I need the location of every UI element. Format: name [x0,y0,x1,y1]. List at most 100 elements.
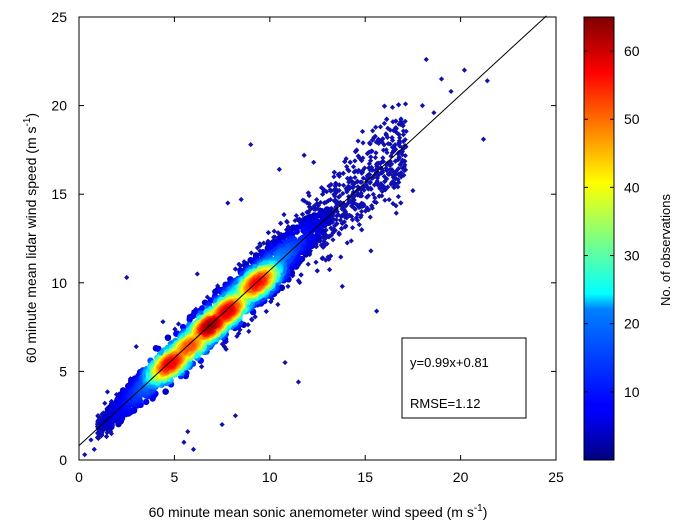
x-tick-label: 10 [262,469,278,485]
scatter-point [340,182,347,188]
scatter-point [359,128,366,135]
scatter-point [313,259,319,265]
scatter-point [379,168,386,174]
scatter-point [390,201,396,207]
y-tick-label: 10 [51,275,67,291]
scatter-point [164,334,172,341]
scatter-point [340,170,346,176]
scatter-point [333,204,339,210]
scatter-point [185,429,191,435]
x-tick-label: 5 [171,469,179,485]
colorbar-gradient [583,16,615,461]
scatter-point [238,196,244,203]
scatter-point [431,110,437,116]
scatter-point [360,140,366,146]
scatter-point [232,413,239,419]
scatter-point [371,134,377,141]
scatter-point [172,326,178,332]
scatter-point [285,283,291,289]
scatter-point [385,171,391,177]
y-tick-label: 15 [51,186,67,202]
scatter-point [326,267,333,273]
scatter-point [384,176,390,182]
scatter-point [402,162,408,168]
scatter-point [301,198,307,204]
scatter-point [104,427,111,434]
scatter-point [351,169,357,175]
scatter-point [204,294,210,300]
scatter-point [332,187,338,193]
scatter-point [371,199,378,205]
scatter-point [356,155,363,161]
scatter-point [301,152,307,158]
colorbar-tick-label: 10 [624,384,640,400]
scatter-point [334,213,340,219]
scatter-point [402,101,409,107]
x-tick-label: 0 [75,469,83,485]
scatter-point [358,212,364,218]
scatter-point [383,165,389,171]
scatter-point [346,168,352,174]
scatter-point [382,187,388,193]
y-axis-label: 60 minute mean lidar wind speed (m s-1) [22,113,39,363]
scatter-point [314,231,321,239]
scatter-point [370,191,376,198]
scatter-point [448,88,454,95]
scatter-point [190,446,197,452]
scatter-point [369,205,375,211]
scatter-point [347,212,353,219]
scatter-point [360,175,366,181]
scatter-point [390,148,397,155]
scatter-point [248,250,254,256]
scatter-point [338,226,345,232]
scatter-point [371,172,378,178]
scatter-point [373,199,379,206]
scatter-point [381,142,387,148]
scatter-point [378,181,384,187]
scatter-point [293,213,299,219]
scatter-point [399,157,406,163]
scatter-point [359,157,365,164]
scatter-point [371,182,378,188]
scatter-point [82,452,88,458]
scatter-point [331,198,337,204]
colorbar-tick-label: 30 [624,248,640,264]
scatter-point [375,136,381,142]
scatter-point [347,159,353,165]
scatter-point [374,178,380,184]
x-tick-label: 15 [357,469,373,485]
scatter-point [333,190,339,196]
scatter-point [389,137,396,143]
colorbar-tick-label: 60 [624,43,640,59]
scatter-point [382,178,388,185]
colorbar-label: No. of observations [658,194,673,307]
scatter-point [395,176,401,183]
scatter-point [396,141,402,147]
scatter-point [88,437,94,443]
scatter-point [265,230,271,236]
scatter-point [261,240,267,246]
scatter-point [133,343,139,350]
scatter-point [403,128,409,134]
scatter-point [379,139,385,145]
scatter-point [367,167,373,173]
scatter-point [395,157,401,163]
scatter-point [369,137,376,143]
scatter-point [438,76,445,82]
scatter-point [400,138,406,145]
scatter-point [320,191,326,197]
x-axis-label: 60 minute mean sonic anemometer wind spe… [149,503,488,520]
scatter-point [395,102,402,108]
scatter-point [352,149,359,155]
points-layer [82,56,490,458]
scatter-point [377,124,384,130]
scatter-point [350,189,356,195]
scatter-point [402,158,408,164]
scatter-point [108,431,115,437]
scatter-point [392,158,399,164]
x-tick-label: 25 [548,469,564,485]
scatter-point [393,168,399,174]
scatter-point [337,217,344,223]
scatter-point [324,189,330,195]
scatter-point [333,217,339,223]
